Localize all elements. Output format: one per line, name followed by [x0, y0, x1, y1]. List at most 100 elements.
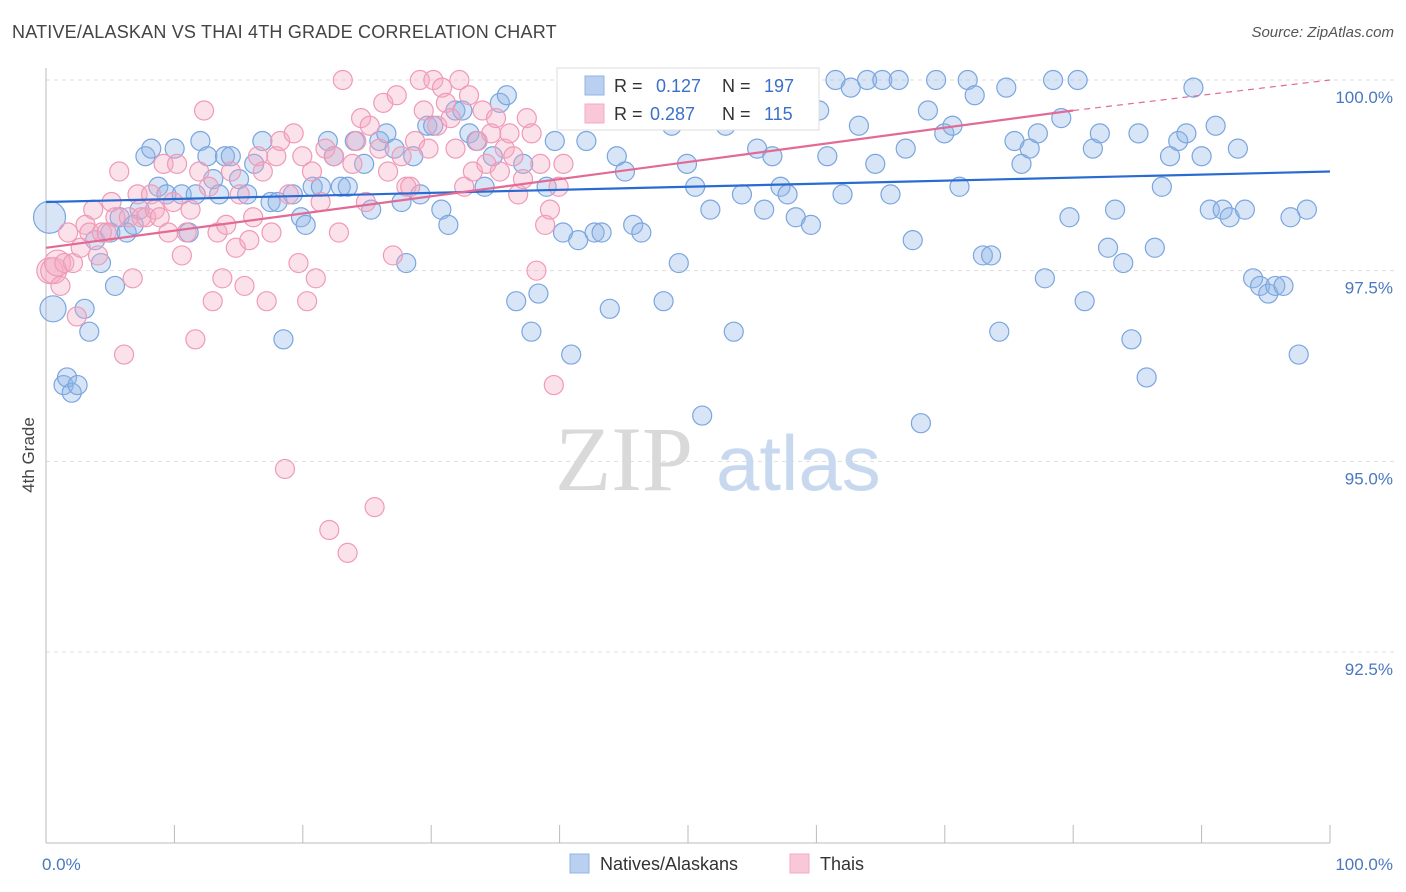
legend-n-label-natives: N = — [722, 76, 751, 96]
point-thais — [332, 69, 353, 91]
point-natives — [1191, 146, 1212, 167]
point-natives — [489, 92, 510, 113]
point-thais — [543, 374, 564, 396]
point-thais — [435, 92, 456, 113]
point-thais — [58, 222, 79, 243]
point-natives — [237, 184, 258, 205]
point-thais — [180, 199, 201, 220]
axes — [45, 68, 1331, 844]
point-thais — [202, 291, 223, 312]
point-natives — [67, 374, 88, 396]
point-thais — [252, 161, 273, 182]
point-natives — [1234, 199, 1255, 220]
point-natives — [1183, 77, 1204, 98]
point-thais — [369, 138, 390, 159]
legend-n-value-natives: 197 — [764, 76, 794, 96]
point-thais — [113, 344, 135, 365]
point-thais — [319, 519, 340, 541]
point-natives — [895, 138, 916, 159]
point-natives — [1104, 199, 1126, 220]
point-thais — [413, 100, 434, 121]
point-thais — [418, 138, 439, 159]
point-natives — [777, 184, 798, 205]
point-natives — [917, 100, 939, 121]
point-natives — [561, 344, 582, 365]
point-thais — [526, 260, 547, 281]
point-thais — [423, 69, 444, 91]
point-thais — [445, 138, 466, 159]
point-natives — [888, 69, 909, 91]
watermark: ZIP atlas — [555, 408, 881, 510]
point-thais — [193, 100, 215, 121]
y-tick-label: 97.5% — [1345, 279, 1393, 298]
point-natives — [39, 295, 67, 323]
point-thais — [96, 222, 117, 243]
point-natives — [1151, 176, 1172, 197]
point-thais — [539, 199, 561, 220]
point-natives — [949, 176, 970, 197]
point-thais — [91, 222, 112, 243]
point-natives — [330, 176, 351, 197]
point-thais — [266, 146, 287, 167]
point-thais — [431, 77, 453, 98]
point-natives — [214, 146, 236, 167]
point-natives — [840, 77, 861, 98]
point-thais — [489, 161, 510, 182]
point-thais — [229, 184, 250, 205]
point-thais — [548, 176, 569, 197]
point-thais — [553, 153, 574, 174]
chart-title: NATIVE/ALASKAN VS THAI 4TH GRADE CORRELA… — [12, 22, 557, 42]
trend-line-thais — [45, 109, 1074, 249]
y-tick-label: 100.0% — [1335, 88, 1393, 107]
point-thais — [101, 191, 122, 213]
point-natives — [623, 214, 644, 236]
point-natives — [1144, 237, 1165, 258]
point-natives — [452, 100, 473, 121]
point-natives — [972, 245, 993, 266]
point-thais — [359, 115, 380, 136]
point-thais — [297, 291, 318, 312]
point-natives — [692, 405, 713, 426]
point-thais — [391, 146, 412, 167]
point-natives — [79, 321, 100, 342]
point-natives — [880, 184, 901, 205]
point-natives — [164, 138, 185, 159]
point-natives — [568, 230, 589, 251]
point-natives — [1250, 275, 1271, 297]
point-natives — [1074, 291, 1095, 312]
y-tick-label: 92.5% — [1345, 660, 1393, 679]
legend-swatch-thais — [584, 103, 605, 124]
legend-r-value-natives: 0.127 — [656, 76, 701, 96]
point-natives — [910, 413, 932, 434]
point-thais — [337, 542, 358, 563]
point-natives — [1034, 268, 1055, 289]
point-thais — [198, 176, 219, 197]
point-natives — [865, 153, 886, 174]
point-natives — [1265, 275, 1286, 297]
point-thais — [516, 108, 537, 129]
point-natives — [506, 291, 527, 312]
point-thais — [494, 138, 515, 159]
point-thais — [377, 161, 399, 182]
point-thais — [54, 252, 75, 274]
point-thais — [185, 329, 206, 350]
point-natives — [631, 222, 652, 243]
point-natives — [1042, 69, 1064, 91]
legend-series: Natives/Alaskans Thais — [569, 853, 864, 874]
y-tick-label: 95.0% — [1345, 469, 1393, 488]
legend-label-thais: Thais — [820, 854, 864, 874]
point-natives — [1227, 138, 1248, 159]
point-natives — [354, 153, 375, 174]
watermark-zip: ZIP — [555, 408, 693, 510]
point-thais — [189, 161, 210, 182]
point-natives — [872, 69, 893, 91]
point-natives — [104, 275, 126, 297]
point-natives — [459, 123, 480, 144]
point-thais — [301, 161, 323, 182]
point-natives — [1212, 199, 1233, 220]
point-natives — [295, 214, 316, 236]
legend-n-label-thais: N = — [722, 104, 751, 124]
point-natives — [848, 115, 870, 136]
legend-r-label-thais: R = — [614, 104, 643, 124]
point-thais — [382, 245, 403, 266]
